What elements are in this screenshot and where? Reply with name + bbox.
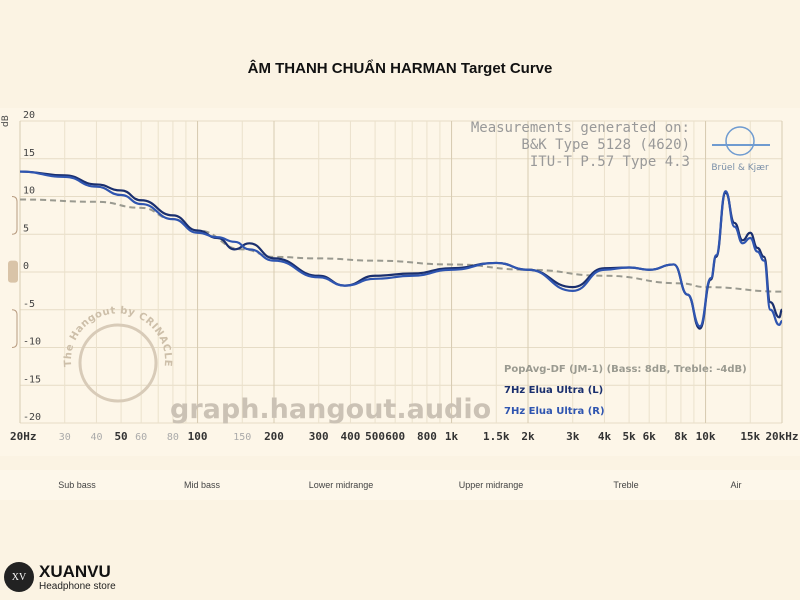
x-tick-label: 30: [59, 432, 71, 443]
x-tick-label: 6k: [643, 430, 657, 443]
hangout-logo-icon: [78, 323, 158, 403]
y-tick-label: 10: [23, 186, 35, 197]
y-tick-label: -10: [23, 337, 41, 348]
measurement-annotation: Measurements generated on:: [471, 120, 690, 136]
x-tick-label: 60: [135, 432, 147, 443]
x-tick-label: 8k: [674, 430, 688, 443]
series-line-1: [19, 170, 783, 330]
x-tick-label: 200: [264, 430, 284, 443]
x-tick-label: 20Hz: [10, 430, 37, 443]
band-label: Air: [730, 480, 742, 490]
x-tick-label: 1k: [445, 430, 459, 443]
legend-entry: 7Hz Elua Ultra (L): [504, 385, 603, 396]
y-tick-label: -5: [23, 299, 35, 310]
measurement-annotation: B&K Type 5128 (4620): [521, 137, 690, 153]
x-tick-label: 300: [309, 430, 329, 443]
series-line-0: [19, 198, 783, 293]
bk-logo-text: Brüel & Kjær: [711, 163, 769, 173]
headphone-logo-icon: XV: [4, 562, 34, 592]
y-tick-label: -15: [23, 374, 41, 385]
band-label: Upper midrange: [458, 480, 524, 490]
x-tick-label: 500: [365, 430, 385, 443]
y-tick-label: 0: [23, 261, 29, 272]
y-tick-label: 15: [23, 148, 35, 159]
measurement-annotation: ITU-T P.57 Type 4.3: [530, 154, 690, 170]
x-tick-label: 20kHz: [765, 430, 798, 443]
legend-entry: 7Hz Elua Ultra (R): [504, 406, 605, 417]
x-tick-label: 10k: [696, 430, 716, 443]
frequency-bands: Sub bass Mid bass Lower midrange Upper m…: [0, 470, 800, 500]
band-label: Treble: [613, 480, 639, 490]
y-tick-label: -20: [23, 412, 41, 423]
x-tick-label: 1.5k: [483, 430, 510, 443]
legend-entry: PopAvg-DF (JM-1) (Bass: 8dB, Treble: -4d…: [504, 364, 747, 375]
y-scale-bracket: [11, 196, 18, 348]
band-label: Lower midrange: [308, 480, 374, 490]
x-tick-label: 400: [341, 430, 361, 443]
y-tick-label: 20: [23, 110, 35, 121]
band-label: Sub bass: [58, 480, 96, 490]
watermark: graph.hangout.audio: [170, 394, 491, 425]
x-tick-label: 2k: [521, 430, 535, 443]
x-tick-label: 15k: [740, 430, 760, 443]
x-tick-label: 5k: [622, 430, 636, 443]
brand-name: XUANVU: [39, 561, 111, 581]
x-tick-label: 40: [90, 432, 102, 443]
x-tick-label: 50: [114, 430, 127, 443]
x-tick-label: 4k: [598, 430, 612, 443]
x-tick-label: 3k: [566, 430, 580, 443]
x-tick-label: 100: [188, 430, 208, 443]
y-tick-label: 5: [23, 223, 29, 234]
x-tick-label: 80: [167, 432, 179, 443]
x-tick-label: 150: [233, 432, 251, 443]
x-tick-label: 600: [385, 430, 405, 443]
plot-area: 20 15 10 5 0 -5 -10 -15 -20 dB 20Hz 30 40 50 60 80 100 15…: [0, 108, 800, 456]
y-scale-handle: [8, 260, 18, 283]
x-tick-label: 800: [417, 430, 437, 443]
bk-globe-icon: [725, 126, 755, 156]
y-axis-label: dB: [1, 115, 11, 127]
brand-logo: XV XUANVU Headphone store: [4, 562, 116, 592]
band-label: Mid bass: [183, 480, 221, 490]
brand-subtitle: Headphone store: [39, 580, 116, 592]
chart-title: ÂM THANH CHUẨN HARMAN Target Curve: [247, 60, 553, 77]
series-line-2: [19, 170, 783, 328]
